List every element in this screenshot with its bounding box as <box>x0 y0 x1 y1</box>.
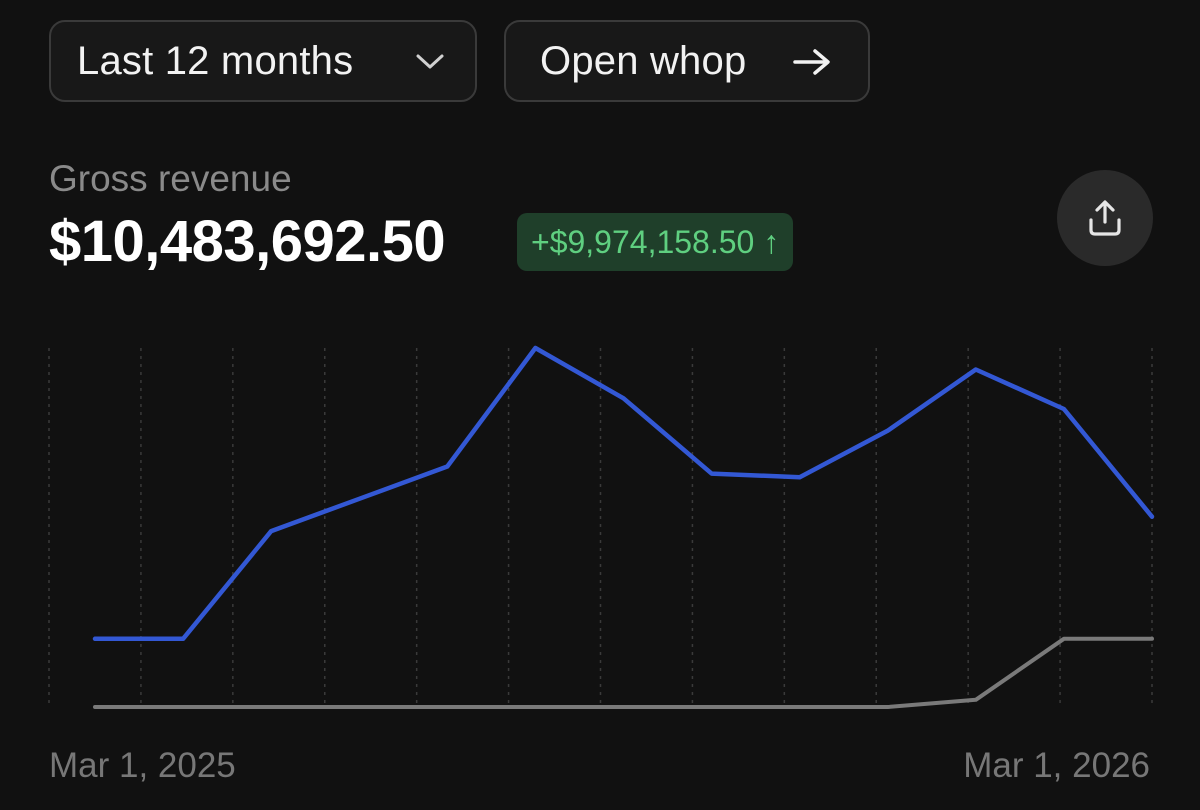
share-icon <box>1089 200 1121 236</box>
open-whop-button[interactable]: Open whop <box>504 20 870 102</box>
date-range-dropdown[interactable]: Last 12 months <box>49 20 477 102</box>
delta-badge: +$9,974,158.50 ↑ <box>517 213 794 271</box>
arrow-right-icon <box>793 49 830 75</box>
x-axis-end-label: Mar 1, 2026 <box>963 746 1150 785</box>
x-axis-start-label: Mar 1, 2025 <box>49 746 236 785</box>
chevron-down-icon <box>416 54 444 69</box>
metric-value: $10,483,692.50 <box>49 209 446 274</box>
metric-label: Gross revenue <box>49 158 292 199</box>
chart-lines <box>92 345 1155 709</box>
series-line-primary <box>92 345 1155 642</box>
date-range-label: Last 12 months <box>77 38 354 83</box>
open-whop-label: Open whop <box>540 38 747 83</box>
chart-grid <box>48 348 1153 707</box>
series-line-comparison <box>93 636 1154 709</box>
share-button[interactable] <box>1057 170 1153 266</box>
